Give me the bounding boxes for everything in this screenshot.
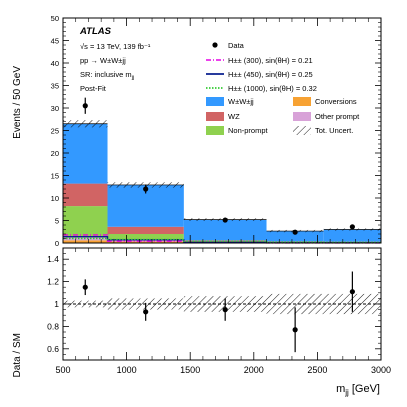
bar-segment (183, 240, 267, 242)
ratio-y-tick-label: 0.8 (47, 321, 59, 331)
ratio-point (143, 309, 149, 315)
legend-other-prompt-label: Other prompt (315, 112, 360, 121)
y-tick-label: 15 (51, 172, 59, 181)
legend-wwjj: W±W±jj (206, 97, 254, 106)
legend-non-prompt-label: Non-prompt (228, 126, 269, 135)
bar-segment (63, 183, 108, 207)
legend-tot-uncert-label: Tot. Uncert. (315, 126, 353, 135)
signal-line (63, 237, 381, 244)
ratio-y-tick-label: 1 (54, 299, 59, 309)
legend-data: Data (212, 41, 245, 50)
main-panel: 0 5 10 15 20 25 30 35 40 45 50 Events / 50 GeV (12, 14, 382, 248)
ratio-ticks: 0.6 0.8 1 1.2 1.4 500 1000 1500 2000 2500 3000 (47, 248, 391, 375)
x-axis-label-main: m (336, 383, 345, 395)
y-tick-label: 45 (51, 37, 59, 46)
ratio-point (349, 289, 355, 295)
legend-h300: H±± (300), sin(θH) = 0.21 (206, 56, 313, 65)
y-tick-label: 35 (51, 82, 59, 91)
x-tick-label: 2500 (307, 365, 327, 375)
legend-tot-uncert: Tot. Uncert. (293, 126, 353, 135)
legend-h1000: H±± (1000), sin(θH) = 0.32 (206, 84, 317, 93)
bar-segment (63, 206, 108, 238)
ratio-points (82, 271, 355, 353)
legend-wwjj-label: W±W±jj (228, 97, 254, 106)
ratio-point (292, 327, 298, 333)
x-tick-label: 500 (55, 365, 70, 375)
ratio-y-tick-label: 0.6 (47, 344, 59, 354)
legend-conversions-label: Conversions (315, 97, 357, 106)
legend-wz-label: WZ (228, 112, 240, 121)
x-tick-label: 2000 (244, 365, 264, 375)
bar-segment (323, 229, 381, 242)
bar-segment (323, 241, 381, 243)
ratio-y-tick-label: 1.4 (47, 254, 59, 264)
x-axis-label: mjj [GeV] (336, 383, 380, 397)
bar-segment (107, 226, 184, 234)
x-tick-label: 1000 (117, 365, 137, 375)
x-axis-label-sub: jj (344, 388, 349, 397)
legend-wz: WZ (206, 112, 240, 121)
experiment-label: ATLAS (79, 26, 112, 37)
legend-h300-label: H±± (300), sin(θH) = 0.21 (228, 56, 313, 65)
fit-label: Post-Fit (80, 84, 107, 93)
region-text: SR: inclusive m (80, 70, 132, 79)
ratio-y-axis-label: Data / SM (12, 333, 23, 377)
data-point (349, 224, 355, 230)
process-label: pp → W±W±jj (80, 56, 126, 65)
bar-segment (107, 239, 184, 242)
y-tick-label: 5 (55, 217, 59, 226)
y-tick-label: 20 (51, 149, 59, 158)
y-tick-label: 30 (51, 104, 59, 113)
legend-h1000-label: H±± (1000), sin(θH) = 0.32 (228, 84, 317, 93)
x-tick-label: 3000 (371, 365, 391, 375)
main-ticks: 0 5 10 15 20 25 30 35 40 45 50 (51, 14, 382, 248)
x-tick-label: 1500 (180, 365, 200, 375)
y-tick-label: 25 (51, 127, 59, 136)
legend: Data H±± (300), sin(θH) = 0.21 H±± (450)… (206, 41, 360, 135)
stacked-bars (63, 123, 381, 243)
legend-conversions: Conversions (293, 97, 357, 106)
uncertainty-band (323, 228, 381, 231)
legend-h450: H±± (450), sin(θH) = 0.25 (206, 70, 313, 79)
data-point (222, 217, 228, 223)
y-tick-label: 50 (51, 14, 59, 23)
data-points (82, 97, 355, 235)
data-point (292, 229, 298, 235)
bar-segment (107, 241, 184, 243)
bar-segment (183, 219, 267, 241)
y-tick-label: 40 (51, 59, 59, 68)
annotations: ATLAS √s = 13 TeV, 139 fb⁻¹ pp → W±W±jj … (79, 26, 151, 93)
region-label: SR: inclusive mjj (80, 70, 134, 81)
uncertainty-band (63, 120, 108, 128)
bar-segment (266, 241, 324, 243)
bar-segment (107, 234, 184, 240)
data-point (82, 103, 88, 109)
bar-segment (266, 231, 324, 242)
ratio-panel: 0.6 0.8 1 1.2 1.4 500 1000 1500 2000 2500 3000 Dat… (12, 247, 391, 377)
bar-segment (63, 123, 108, 184)
legend-data-label: Data (228, 41, 245, 50)
x-axis-label-unit: [GeV] (349, 383, 380, 395)
ratio-point (82, 284, 88, 290)
legend-other-prompt: Other prompt (293, 112, 360, 121)
data-point (143, 186, 149, 192)
ratio-point (222, 307, 228, 313)
legend-non-prompt: Non-prompt (206, 126, 269, 135)
legend-h450-label: H±± (450), sin(θH) = 0.25 (228, 70, 313, 79)
ratio-y-tick-label: 1.2 (47, 277, 59, 287)
y-tick-label: 0 (55, 239, 59, 248)
main-y-axis-label: Events / 50 GeV (12, 66, 23, 139)
bar-segment (63, 240, 108, 243)
region-sub: jj (131, 75, 134, 81)
energy-label: √s = 13 TeV, 139 fb⁻¹ (80, 42, 151, 51)
y-tick-label: 10 (51, 194, 59, 203)
